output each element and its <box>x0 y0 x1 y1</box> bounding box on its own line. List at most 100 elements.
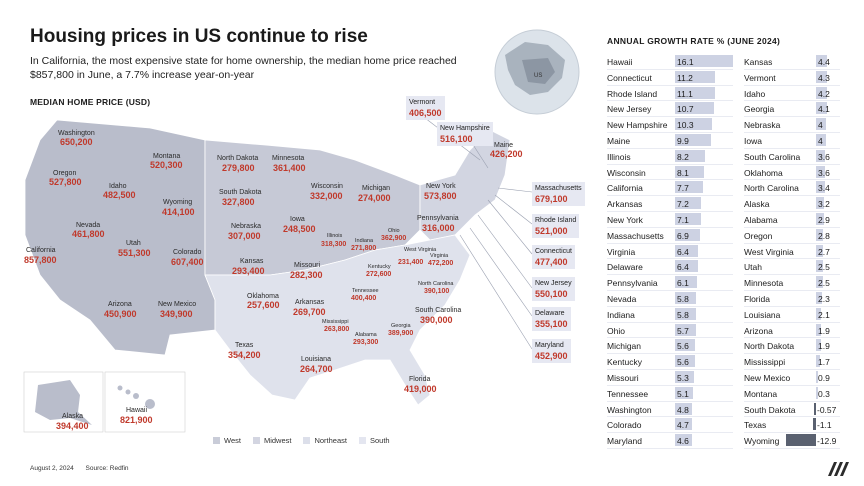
growth-state-label: Alabama <box>744 214 778 225</box>
growth-row-divider <box>744 147 840 149</box>
growth-value-label: 3.4 <box>818 183 830 194</box>
growth-state-label: South Dakota <box>744 404 796 415</box>
growth-row-divider <box>744 84 840 86</box>
state-south-dakota: South Dakota 327,800 <box>219 189 262 207</box>
growth-bar <box>675 197 701 210</box>
growth-row-delaware: Delaware 6.4 <box>607 259 733 276</box>
growth-value-label: 2.1 <box>818 309 830 320</box>
state-michigan: Michigan 274,000 <box>358 185 391 203</box>
map-section-label: MEDIAN HOME PRICE (USD) <box>30 97 151 107</box>
growth-row-california: California 7.7 <box>607 180 733 197</box>
growth-value-label: 1.9 <box>818 325 830 336</box>
growth-state-label: Florida <box>744 293 770 304</box>
callout-connecticut: Connecticut 477,400 <box>532 245 575 269</box>
globe-icon: US <box>494 29 580 115</box>
growth-state-label: Vermont <box>744 72 776 83</box>
growth-row-minnesota: Minnesota 2.5 <box>744 275 840 291</box>
growth-state-label: Michigan <box>607 341 642 352</box>
growth-value-label: 4.7 <box>677 420 689 431</box>
growth-bar <box>675 149 705 162</box>
growth-bar <box>816 339 821 352</box>
svg-text:Tennessee: Tennessee <box>352 288 379 294</box>
growth-bar <box>675 212 701 225</box>
svg-text:Mississippi: Mississippi <box>322 319 349 325</box>
growth-bar <box>675 102 714 115</box>
growth-row-new-hampshire: New Hampshire 10.3 <box>607 117 733 133</box>
growth-row-divider <box>607 68 733 70</box>
state-georgia: Georgia 389,900 <box>388 323 413 337</box>
growth-value-label: 2.3 <box>818 293 830 304</box>
growth-row-divider <box>744 131 840 133</box>
map-region-south <box>204 234 471 406</box>
growth-value-label: 5.6 <box>677 357 689 368</box>
svg-text:Alabama: Alabama <box>355 332 378 338</box>
svg-text:293,400: 293,400 <box>232 266 265 276</box>
growth-bar <box>675 434 692 447</box>
callout-massachusetts: Massachusetts 679,100 <box>532 182 585 206</box>
svg-text:271,800: 271,800 <box>351 245 376 252</box>
svg-text:293,300: 293,300 <box>353 339 378 346</box>
growth-bar <box>816 355 821 368</box>
growth-bar <box>675 370 695 383</box>
svg-text:Oklahoma: Oklahoma <box>247 293 279 300</box>
growth-state-label: North Dakota <box>744 341 795 352</box>
svg-text:394,400: 394,400 <box>56 421 89 431</box>
growth-row-divider <box>607 116 733 118</box>
growth-row-divider <box>607 432 733 434</box>
growth-state-label: Pennsylvania <box>607 278 658 289</box>
growth-row-divider <box>607 226 733 228</box>
footer: August 2, 2024 Source: Redfin <box>30 465 139 472</box>
growth-state-label: Oregon <box>744 230 773 241</box>
growth-value-label: 6.1 <box>677 278 689 289</box>
state-iowa: Iowa 248,500 <box>283 216 316 234</box>
growth-value-label: 5.8 <box>677 293 689 304</box>
growth-bar <box>786 434 816 447</box>
state-arizona: Arizona 450,900 <box>104 301 137 319</box>
growth-row-divider <box>607 242 733 244</box>
growth-bar <box>675 386 694 399</box>
svg-text:Montana: Montana <box>153 153 180 160</box>
growth-row-divider <box>607 447 733 449</box>
growth-row-divider <box>607 274 733 276</box>
growth-bar <box>675 402 693 415</box>
growth-row-divider <box>744 195 840 197</box>
svg-text:650,200: 650,200 <box>60 137 93 147</box>
svg-text:Texas: Texas <box>235 342 254 349</box>
growth-value-label: 16.1 <box>677 57 694 67</box>
alaska-shape <box>35 380 92 425</box>
growth-bar <box>816 370 819 383</box>
svg-text:Nebraska: Nebraska <box>231 223 261 230</box>
svg-text:257,600: 257,600 <box>247 300 280 310</box>
growth-state-label: Utah <box>744 262 762 273</box>
growth-row-kentucky: Kentucky 5.6 <box>607 354 733 370</box>
growth-row-oregon: Oregon 2.8 <box>744 228 840 244</box>
growth-value-label: 6.4 <box>677 262 689 273</box>
state-west-virginia: West Virginia 231,400 <box>398 247 437 266</box>
growth-value-label: 8.2 <box>677 151 689 162</box>
svg-text:Kansas: Kansas <box>240 258 264 265</box>
growth-state-label: Illinois <box>607 151 631 162</box>
growth-state-label: Mississippi <box>744 357 786 368</box>
state-indiana: Indiana 271,800 <box>351 238 376 252</box>
growth-row-pennsylvania: Pennsylvania 6.1 <box>607 275 733 291</box>
growth-state-label: Idaho <box>744 88 766 99</box>
growth-row-divider <box>744 289 840 291</box>
svg-text:Wyoming: Wyoming <box>163 199 192 206</box>
growth-bar <box>675 165 705 178</box>
growth-bar <box>813 418 816 431</box>
growth-row-divider <box>607 258 733 260</box>
svg-text:Maine: Maine <box>494 142 513 149</box>
growth-row-divider <box>607 368 733 370</box>
legend-item-west: West <box>213 436 241 445</box>
svg-text:Louisiana: Louisiana <box>301 356 331 363</box>
growth-row-divider <box>744 353 840 355</box>
svg-text:390,000: 390,000 <box>420 315 453 325</box>
state-tennessee: Tennessee 400,400 <box>351 288 379 302</box>
growth-bar <box>675 260 699 273</box>
growth-bar <box>816 197 825 210</box>
svg-text:Wisconsin: Wisconsin <box>311 183 343 190</box>
growth-row-rhode-island: Rhode Island 11.1 <box>607 86 733 102</box>
growth-bar <box>816 260 823 273</box>
growth-bar <box>675 70 716 83</box>
svg-text:349,900: 349,900 <box>160 309 193 319</box>
